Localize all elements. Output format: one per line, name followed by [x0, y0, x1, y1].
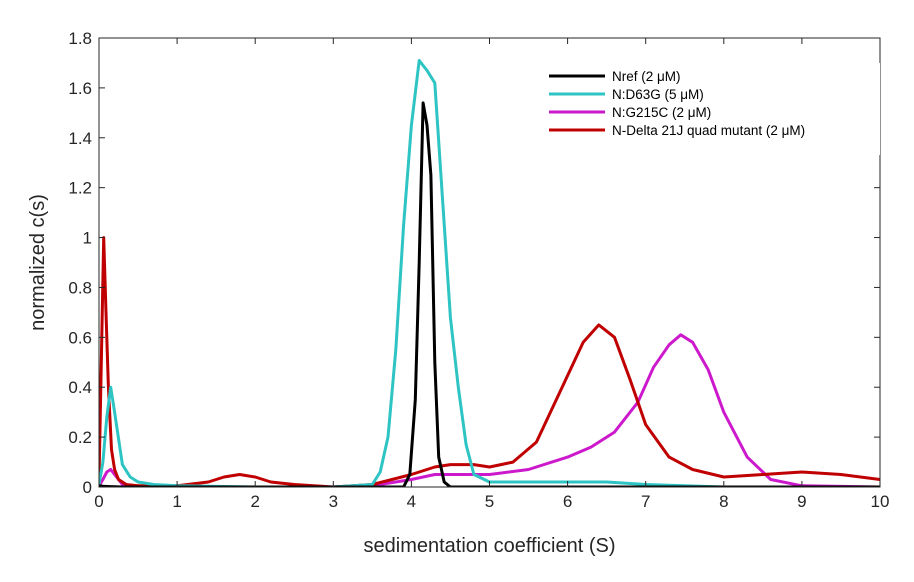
y-axis-label: normalized c(s) [27, 194, 49, 331]
y-tick-label: 0.6 [68, 328, 92, 347]
y-tick-label: 0.4 [68, 378, 92, 397]
legend-label-3: N-Delta 21J quad mutant (2 μM) [612, 123, 805, 138]
x-axis-label: sedimentation coefficient (S) [364, 535, 616, 557]
x-tick-label: 0 [94, 492, 103, 511]
x-tick-label: 2 [250, 492, 259, 511]
y-tick-label: 0.8 [68, 278, 92, 297]
series-line-3 [99, 236, 880, 487]
legend-label-1: N:D63G (5 μM) [612, 87, 704, 102]
legend: Nref (2 μM) N:D63G (5 μM) N:G215C (2 μM) N-… [538, 63, 880, 155]
x-tick-label: 10 [871, 492, 890, 511]
x-tick-label: 1 [172, 492, 181, 511]
y-axis-ticks: 0 0.2 0.4 0.6 0.8 1 1.2 1.4 1.6 1.8 [68, 29, 880, 497]
x-tick-label: 3 [329, 492, 338, 511]
x-tick-label: 7 [641, 492, 650, 511]
x-tick-label: 4 [407, 492, 416, 511]
series-line-0 [99, 101, 880, 487]
x-tick-label: 5 [485, 492, 494, 511]
y-tick-label: 1.4 [68, 129, 92, 148]
legend-box [538, 63, 880, 155]
y-tick-label: 0 [83, 478, 92, 497]
y-tick-label: 1.6 [68, 79, 92, 98]
legend-label-0: Nref (2 μM) [612, 69, 681, 84]
y-tick-label: 1 [83, 229, 92, 248]
x-tick-label: 8 [719, 492, 728, 511]
y-tick-label: 1.2 [68, 179, 92, 198]
x-axis-ticks: 0 1 2 3 4 5 6 7 8 9 10 [94, 38, 889, 511]
legend-label-2: N:G215C (2 μM) [612, 105, 711, 120]
y-tick-label: 0.2 [68, 428, 92, 447]
series-layer [99, 59, 880, 487]
x-tick-label: 9 [797, 492, 806, 511]
y-tick-label: 1.8 [68, 29, 92, 48]
series-line-1 [99, 59, 880, 487]
x-tick-label: 6 [563, 492, 572, 511]
